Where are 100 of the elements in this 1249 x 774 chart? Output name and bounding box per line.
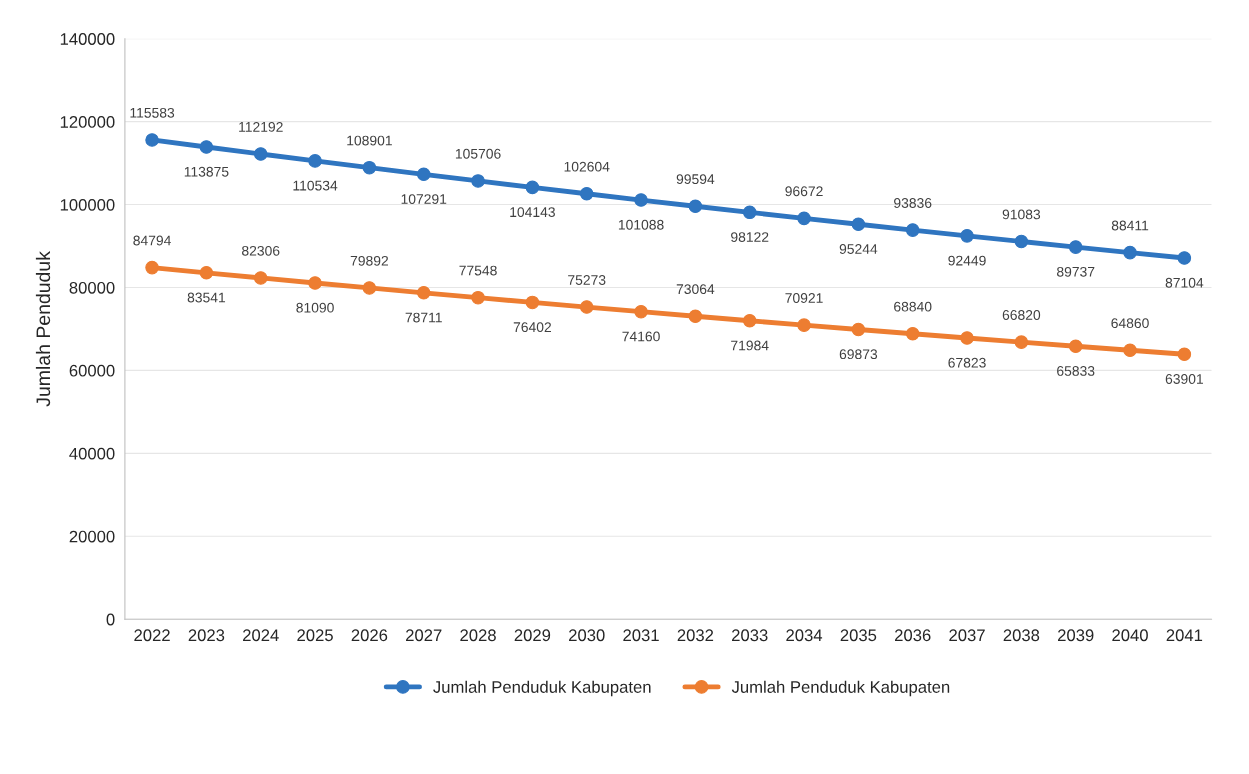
point [688, 199, 703, 214]
x-tick-label: 2040 [1112, 629, 1148, 642]
point [253, 271, 268, 285]
point [471, 174, 485, 188]
x-tick-label: 2029 [514, 629, 551, 642]
data-label: 98122 [731, 232, 769, 242]
point [145, 133, 159, 147]
x-tick-label: 2031 [623, 629, 659, 642]
point [634, 304, 648, 319]
data-label: 101088 [618, 219, 664, 230]
data-label: 87104 [1165, 277, 1204, 288]
data-label: 91083 [1002, 209, 1041, 220]
point [905, 223, 920, 237]
y-tick-label: 0 [106, 613, 115, 626]
data-label: 67823 [948, 357, 986, 368]
data-label: 63901 [1165, 374, 1203, 384]
data-label: 74160 [622, 331, 660, 342]
point [1014, 234, 1029, 249]
data-label: 84794 [133, 235, 171, 246]
x-tick-label: 2034 [786, 629, 823, 642]
data-label: 73064 [676, 284, 715, 295]
y-axis-title: Jumlah Penduduk [35, 251, 51, 407]
x-tick-label: 2028 [460, 629, 496, 642]
data-label: 104143 [510, 207, 555, 218]
x-tick-label: 2026 [351, 629, 388, 642]
legend-label: Jumlah Penduduk Kabupaten [731, 680, 950, 697]
point [362, 281, 377, 295]
point [851, 217, 866, 232]
x-tick-label: 2039 [1058, 629, 1094, 642]
point [851, 322, 866, 337]
point [688, 309, 703, 324]
x-tick-label: 2030 [569, 629, 605, 642]
data-label: 99594 [676, 174, 715, 185]
data-label: 65833 [1057, 366, 1095, 376]
data-label: 102604 [564, 161, 610, 172]
point [145, 260, 159, 275]
x-tick-label: 2024 [243, 629, 279, 642]
point [253, 147, 268, 161]
point [1177, 251, 1192, 265]
point [362, 160, 377, 175]
y-tick-label: 20000 [69, 530, 115, 543]
y-tick-label: 120000 [60, 116, 115, 128]
data-label: 77548 [459, 265, 497, 276]
point [1123, 245, 1137, 260]
data-label: 81090 [296, 302, 334, 313]
point [1014, 335, 1029, 349]
data-label: 79892 [350, 255, 389, 266]
data-label: 71984 [731, 340, 769, 351]
data-label: 92449 [948, 255, 986, 266]
point [960, 331, 974, 345]
point [416, 286, 431, 300]
data-label: 64860 [1111, 318, 1149, 329]
x-tick-label: 2037 [949, 629, 985, 642]
x-tick-label: 2041 [1166, 629, 1203, 642]
data-label: 108901 [347, 135, 392, 146]
point [308, 154, 322, 168]
data-label: 66820 [1002, 310, 1041, 320]
y-tick-label: 80000 [69, 281, 115, 294]
point [199, 140, 214, 154]
point [579, 300, 594, 314]
data-label: 105706 [455, 148, 501, 159]
data-label: 110534 [293, 180, 338, 191]
point [1068, 240, 1083, 254]
point [579, 186, 594, 201]
point [471, 290, 485, 305]
data-label: 68840 [894, 301, 932, 312]
y-tick-label: 40000 [69, 447, 115, 460]
point [960, 229, 974, 243]
y-tick-label: 140000 [60, 33, 115, 45]
data-label: 107291 [401, 194, 447, 204]
x-tick-label: 2036 [895, 629, 931, 642]
x-tick-label: 2038 [1003, 629, 1040, 642]
point [905, 326, 920, 341]
data-label: 95244 [839, 244, 878, 254]
data-label: 82306 [242, 245, 280, 256]
x-tick-label: 2023 [188, 629, 225, 642]
point [1123, 343, 1137, 358]
point [797, 211, 811, 226]
data-label: 112192 [239, 121, 283, 132]
y-tick-label: 60000 [69, 364, 115, 377]
data-label: 83541 [187, 292, 226, 303]
data-label: 69873 [839, 349, 878, 360]
x-tick-label: 2035 [840, 629, 877, 642]
point [525, 295, 540, 310]
data-label: 78711 [405, 312, 442, 323]
legend-label: Jumlah Penduduk Kabupaten [433, 680, 651, 697]
point [525, 180, 540, 195]
point [742, 205, 757, 220]
x-tick-label: 2033 [732, 629, 768, 642]
data-label: 70921 [785, 293, 823, 303]
point [1068, 339, 1083, 353]
point [634, 193, 648, 207]
point [742, 313, 757, 328]
data-label: 76402 [513, 322, 551, 333]
point [199, 266, 214, 280]
data-label: 75273 [568, 275, 606, 285]
data-label: 115583 [130, 107, 175, 118]
data-label: 113875 [184, 166, 229, 177]
point [416, 167, 431, 182]
point [308, 276, 322, 290]
